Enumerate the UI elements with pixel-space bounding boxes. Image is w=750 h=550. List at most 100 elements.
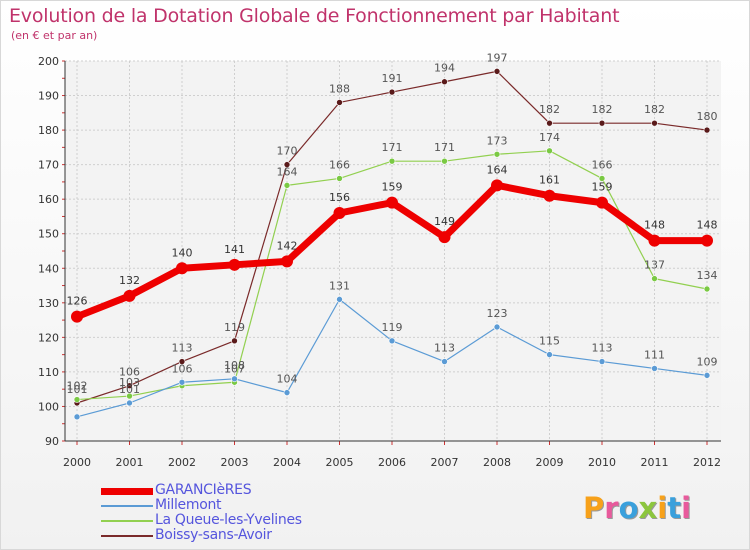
legend-swatch [101, 487, 153, 495]
data-label: 106 [172, 362, 193, 375]
data-label: 123 [487, 307, 508, 320]
data-point [441, 78, 448, 86]
data-point [231, 375, 238, 383]
data-label: 197 [487, 51, 508, 64]
data-point [596, 196, 608, 209]
data-point [176, 262, 188, 275]
data-label: 182 [539, 103, 560, 116]
data-label: 149 [434, 215, 455, 228]
y-tick-label: 200 [38, 55, 59, 68]
y-tick-label: 110 [38, 366, 59, 379]
legend-label: GARANCIèRES [155, 482, 252, 498]
data-point [126, 382, 133, 390]
data-point [231, 337, 238, 345]
y-tick-label: 90 [45, 435, 59, 448]
y-tick-label: 190 [38, 90, 59, 103]
data-label: 107 [224, 362, 245, 375]
x-tick-label: 2011 [641, 456, 669, 469]
data-label: 166 [329, 158, 350, 171]
legend-label: Millemont [155, 497, 222, 513]
proxiti-logo: Proxiti [583, 491, 691, 525]
data-label: 188 [329, 82, 350, 95]
data-point [546, 351, 553, 358]
data-point [598, 119, 606, 127]
data-label: 115 [539, 335, 560, 348]
data-point [228, 258, 241, 271]
data-point [73, 413, 81, 421]
data-point [493, 323, 501, 331]
legend-swatch [101, 505, 153, 507]
data-point [703, 126, 711, 134]
data-label: 182 [592, 103, 613, 116]
y-tick-label: 100 [38, 400, 59, 413]
data-label: 104 [277, 373, 298, 386]
data-point [701, 234, 713, 247]
data-point [651, 365, 658, 372]
data-label: 173 [487, 134, 508, 147]
data-label: 132 [119, 274, 140, 287]
y-tick-label: 180 [38, 124, 59, 137]
data-label: 164 [487, 163, 508, 176]
data-label: 113 [434, 342, 455, 355]
y-tick-label: 130 [38, 297, 59, 310]
x-tick-label: 2009 [536, 456, 564, 469]
data-label: 164 [277, 165, 298, 178]
logo-letter: r [604, 491, 619, 525]
data-point [126, 399, 133, 407]
data-point [441, 157, 448, 165]
data-label: 106 [119, 366, 140, 379]
data-point [598, 358, 606, 365]
data-point [336, 175, 343, 182]
data-point [703, 372, 711, 379]
data-label: 159 [592, 181, 613, 194]
x-tick-label: 2000 [63, 456, 91, 469]
x-tick-label: 2010 [588, 456, 616, 469]
data-label: 170 [277, 145, 298, 158]
data-label: 126 [67, 295, 88, 308]
x-tick-label: 2004 [273, 456, 301, 469]
x-tick-label: 2005 [326, 456, 354, 469]
data-point [546, 119, 553, 127]
data-label: 174 [539, 131, 560, 144]
data-point [336, 99, 343, 106]
data-label: 161 [539, 174, 560, 187]
x-tick-label: 2012 [693, 456, 721, 469]
logo-letter: i [681, 491, 692, 525]
data-point [651, 119, 658, 127]
legend-label: La Queue-les-Yvelines [155, 512, 302, 528]
data-label: 113 [172, 342, 193, 355]
logo-letter: o [618, 491, 639, 525]
data-point [123, 289, 136, 302]
data-label: 194 [434, 62, 455, 75]
data-label: 102 [67, 380, 88, 393]
data-point [491, 179, 503, 192]
data-label: 156 [329, 191, 350, 204]
data-point [386, 196, 398, 209]
data-point [283, 389, 291, 396]
data-label: 101 [67, 383, 88, 396]
data-point [598, 175, 606, 182]
data-point [438, 231, 451, 244]
data-point [73, 396, 81, 403]
data-label: 166 [592, 158, 613, 171]
data-label: 148 [697, 219, 718, 232]
logo-letter: t [667, 491, 682, 525]
data-label: 148 [644, 219, 665, 232]
y-tick-label: 160 [38, 193, 59, 206]
data-label: 142 [277, 239, 298, 252]
data-label: 103 [119, 376, 140, 389]
data-label: 182 [644, 103, 665, 116]
x-tick-label: 2007 [431, 456, 459, 469]
data-point [281, 255, 293, 268]
y-tick-label: 120 [38, 331, 59, 344]
data-label: 119 [382, 321, 403, 334]
data-point [388, 337, 396, 345]
chart-title: Evolution de la Dotation Globale de Fonc… [9, 5, 620, 27]
data-point [126, 392, 133, 400]
data-label: 140 [172, 246, 193, 259]
data-label: 111 [644, 348, 665, 361]
x-tick-label: 2006 [378, 456, 406, 469]
legend-label: Boissy-sans-Avoir [155, 527, 272, 543]
